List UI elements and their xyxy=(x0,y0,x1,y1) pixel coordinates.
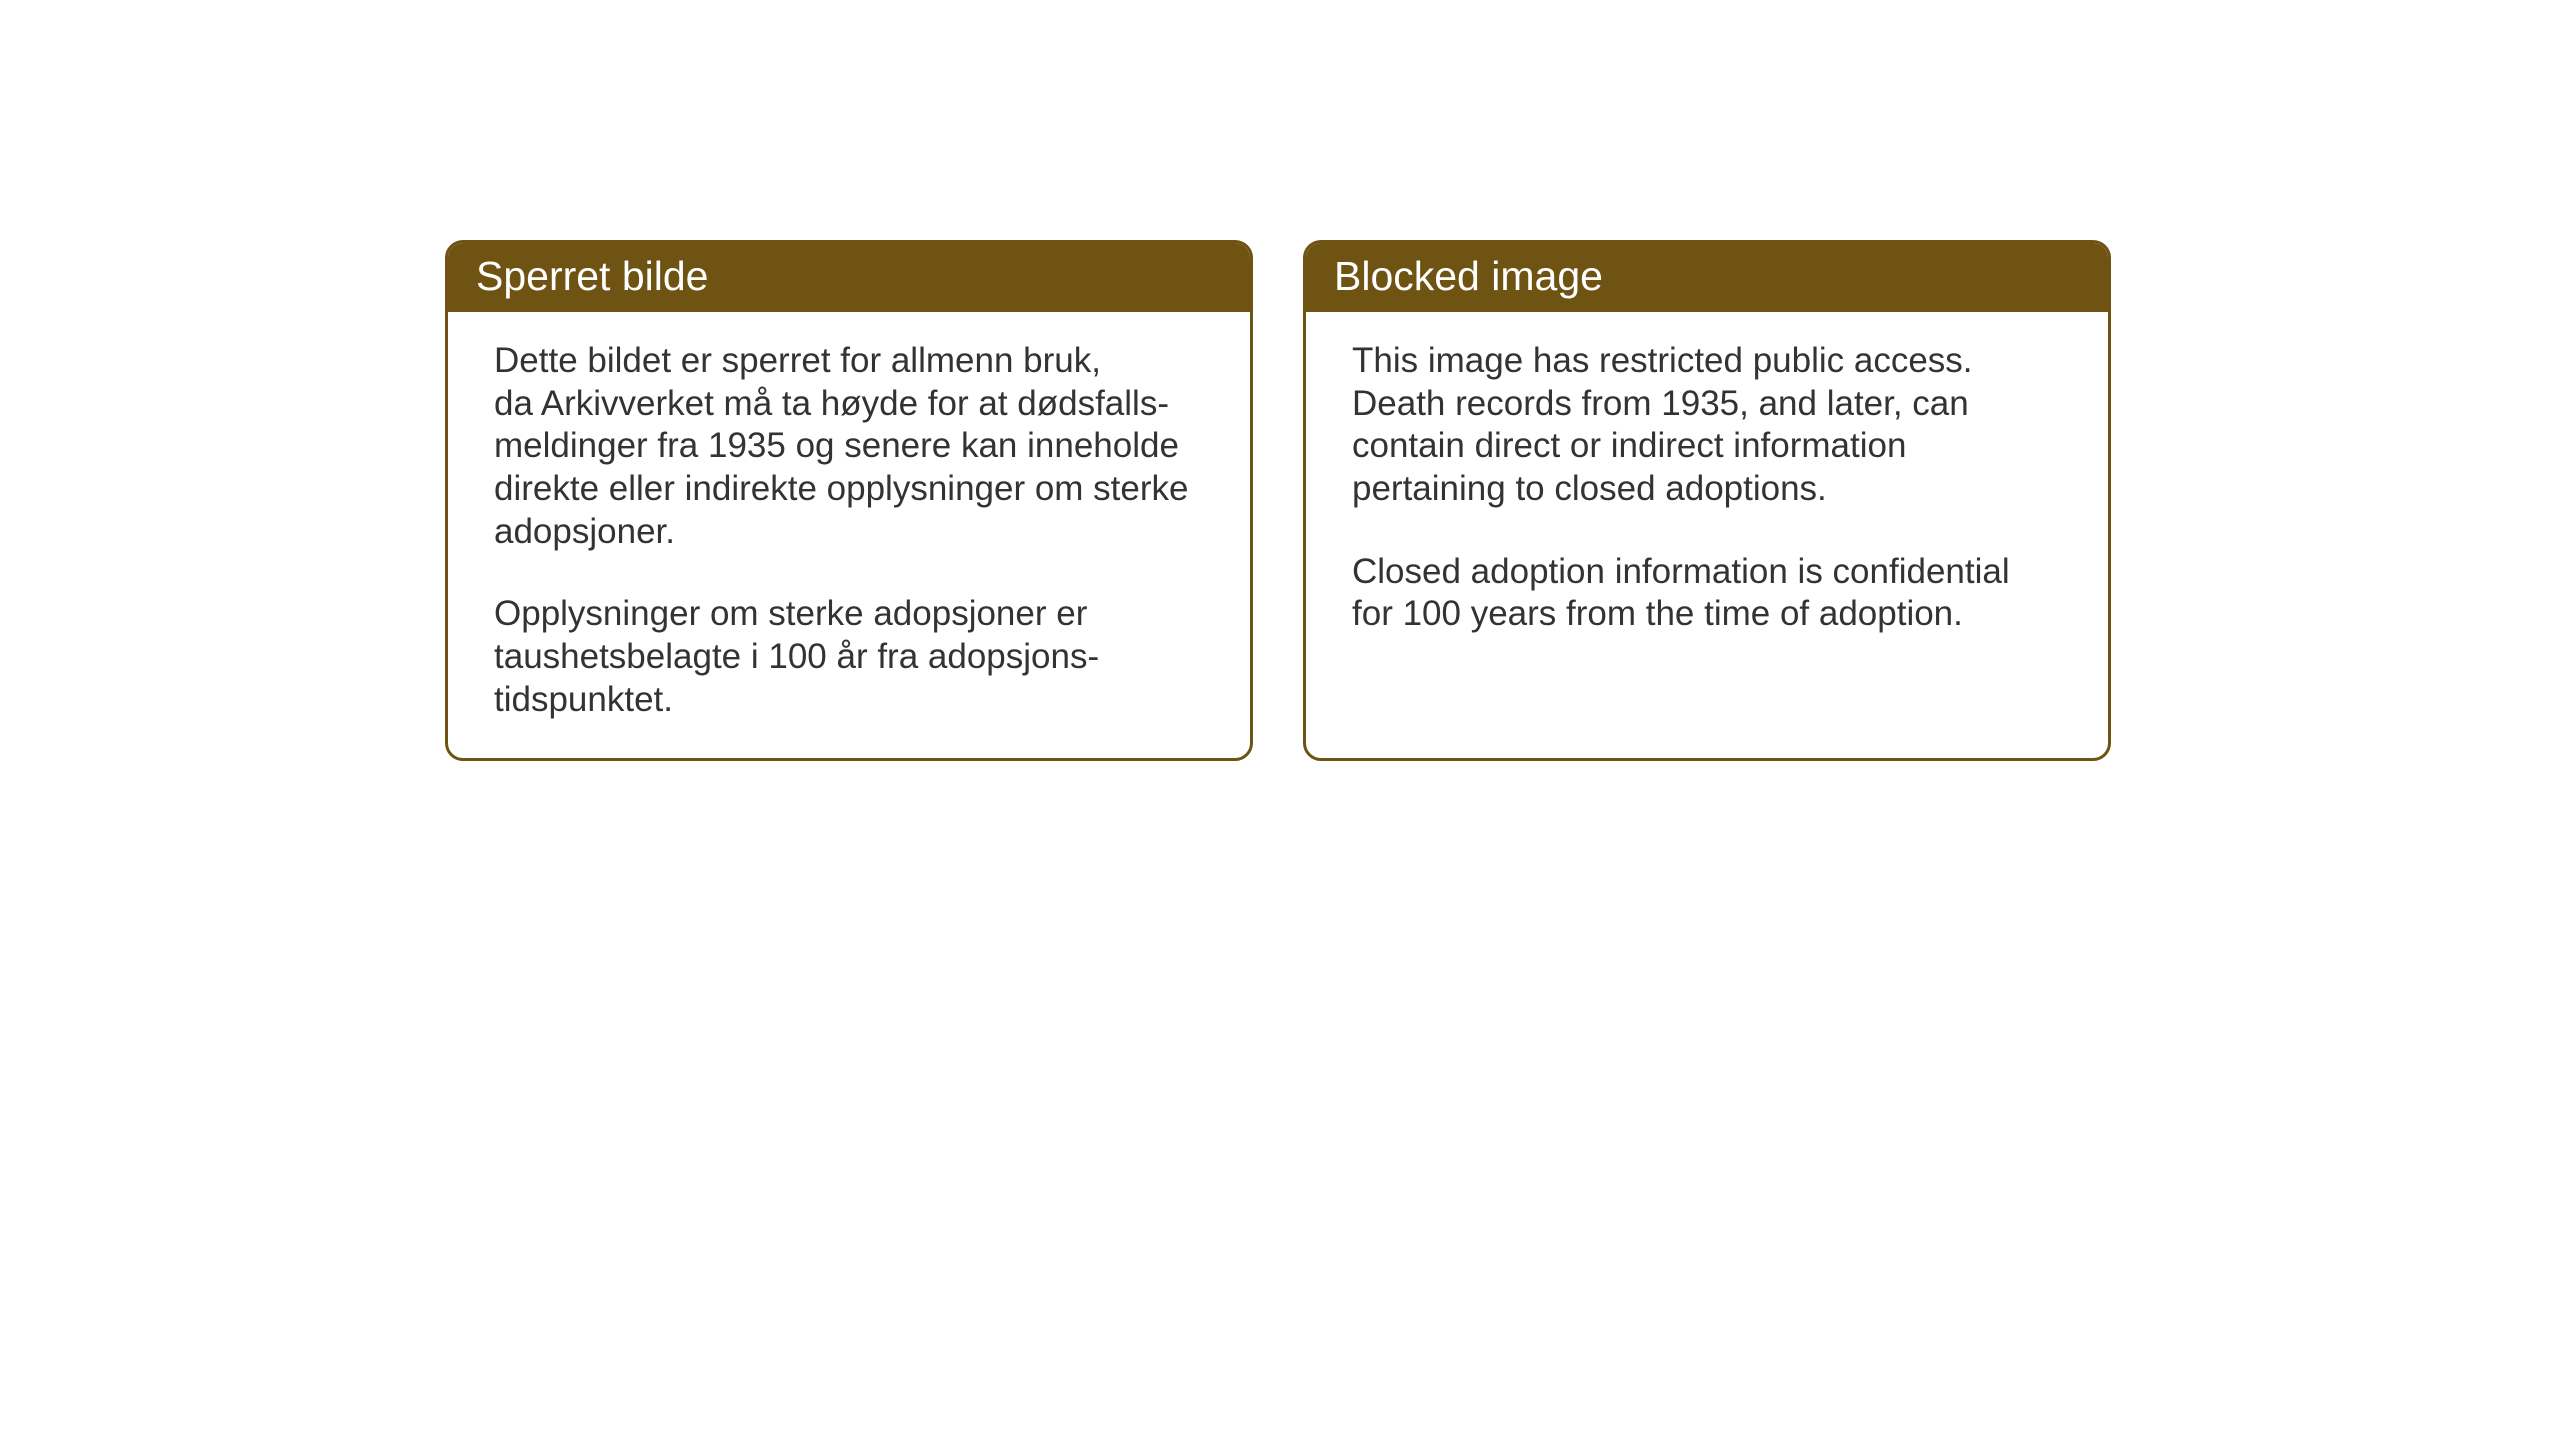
norwegian-card-title: Sperret bilde xyxy=(448,243,1250,312)
notice-container: Sperret bilde Dette bildet er sperret fo… xyxy=(445,240,2111,761)
english-card-title: Blocked image xyxy=(1306,243,2108,312)
english-paragraph-1: This image has restricted public access.… xyxy=(1352,340,2062,511)
english-card-body: This image has restricted public access.… xyxy=(1306,312,2108,752)
norwegian-notice-card: Sperret bilde Dette bildet er sperret fo… xyxy=(445,240,1253,761)
english-paragraph-2: Closed adoption information is confident… xyxy=(1352,551,2062,636)
norwegian-card-body: Dette bildet er sperret for allmenn bruk… xyxy=(448,312,1250,758)
norwegian-paragraph-2: Opplysninger om sterke adopsjoner ertaus… xyxy=(494,593,1204,721)
english-notice-card: Blocked image This image has restricted … xyxy=(1303,240,2111,761)
norwegian-paragraph-1: Dette bildet er sperret for allmenn bruk… xyxy=(494,340,1204,553)
